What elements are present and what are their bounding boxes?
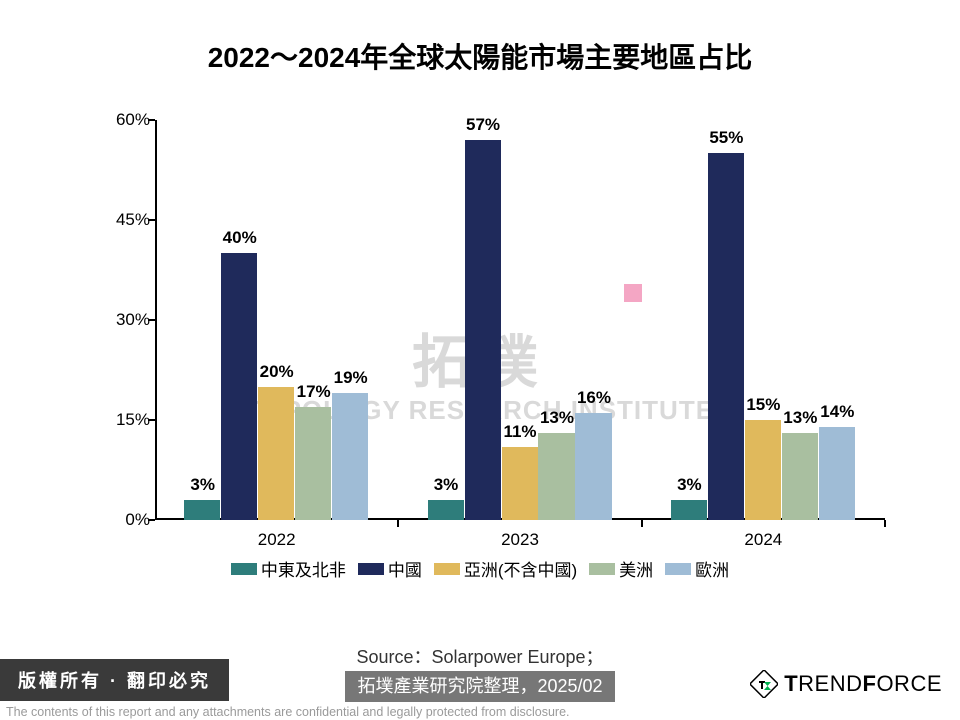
bar-label: 40%: [223, 228, 257, 248]
bar: [465, 140, 501, 520]
y-tick: [148, 319, 155, 321]
disclaimer: The contents of this report and any atta…: [6, 705, 570, 719]
chart-title: 2022～2024年全球太陽能市場主要地區占比: [0, 36, 960, 76]
legend-swatch: [589, 563, 615, 575]
bar-label: 17%: [297, 382, 331, 402]
brand-text: TRENDFORCE: [784, 671, 942, 697]
bar-label: 3%: [677, 475, 702, 495]
legend-item: 中東及北非: [231, 556, 346, 581]
x-tick-label: 2022: [258, 530, 296, 550]
bar-label: 15%: [746, 395, 780, 415]
legend-label: 中國: [388, 556, 422, 581]
bar: [819, 427, 855, 520]
bar-label: 14%: [820, 402, 854, 422]
legend-label: 亞洲(不含中國): [464, 556, 577, 581]
bar: [258, 387, 294, 520]
bar-label: 55%: [709, 128, 743, 148]
legend-label: 歐洲: [695, 556, 729, 581]
legend-item: 亞洲(不含中國): [434, 556, 577, 581]
y-tick-label: 30%: [116, 310, 150, 330]
y-tick-label: 15%: [116, 410, 150, 430]
bar-label: 13%: [540, 408, 574, 428]
bar-label: 3%: [190, 475, 215, 495]
copyright-bar: 版權所有 · 翻印必究: [0, 659, 229, 701]
bar: [428, 500, 464, 520]
y-axis-line: [155, 120, 157, 520]
bar-label: 20%: [260, 362, 294, 382]
bar: [184, 500, 220, 520]
bar: [708, 153, 744, 520]
chart-legend: 中東及北非 中國 亞洲(不含中國) 美洲 歐洲: [0, 556, 960, 581]
bar-label: 3%: [434, 475, 459, 495]
legend-label: 美洲: [619, 556, 653, 581]
bar-label: 57%: [466, 115, 500, 135]
legend-item: 歐洲: [665, 556, 729, 581]
bar: [221, 253, 257, 520]
bar: [332, 393, 368, 520]
y-tick-label: 0%: [125, 510, 150, 530]
legend-item: 美洲: [589, 556, 653, 581]
brand-icon: [750, 670, 778, 698]
brand-logo: TRENDFORCE: [750, 670, 942, 698]
source-line2: 拓墣產業研究院整理，2025/02: [345, 671, 614, 702]
y-tick-label: 60%: [116, 110, 150, 130]
y-axis: 0%15%30%45%60%: [90, 120, 150, 520]
bar: [295, 407, 331, 520]
chart-plot: 20223%40%20%17%19%20233%57%11%13%16%2024…: [155, 120, 885, 520]
y-tick: [148, 519, 155, 521]
bar: [782, 433, 818, 520]
chart-container: 拓墣 TOPOLOGY RESEARCH INSTITUTE 2022～2024…: [0, 0, 960, 720]
bar-label: 16%: [577, 388, 611, 408]
legend-swatch: [434, 563, 460, 575]
legend-swatch: [358, 563, 384, 575]
legend-swatch: [665, 563, 691, 575]
bar: [538, 433, 574, 520]
legend-label: 中東及北非: [261, 556, 346, 581]
bar: [575, 413, 611, 520]
bar-label: 19%: [334, 368, 368, 388]
x-tick-label: 2023: [501, 530, 539, 550]
legend-swatch: [231, 563, 257, 575]
bar: [502, 447, 538, 520]
bar-label: 13%: [783, 408, 817, 428]
bar: [745, 420, 781, 520]
y-tick: [148, 419, 155, 421]
x-tick-label: 2024: [744, 530, 782, 550]
y-tick-label: 45%: [116, 210, 150, 230]
bar: [671, 500, 707, 520]
y-tick: [148, 119, 155, 121]
x-tick: [397, 520, 399, 527]
y-tick: [148, 219, 155, 221]
x-tick: [641, 520, 643, 527]
bar-label: 11%: [503, 422, 536, 442]
legend-item: 中國: [358, 556, 422, 581]
x-tick: [884, 520, 886, 527]
